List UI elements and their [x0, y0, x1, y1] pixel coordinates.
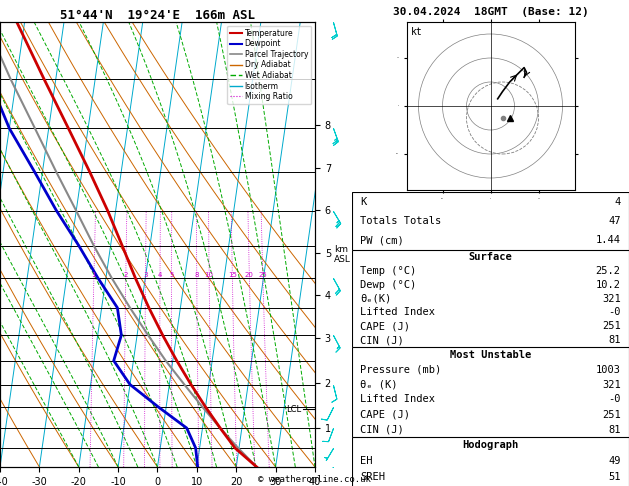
Text: PW (cm): PW (cm): [360, 235, 404, 245]
Text: Surface: Surface: [469, 252, 513, 262]
Text: kt: kt: [411, 27, 423, 37]
Text: EH: EH: [360, 456, 373, 466]
Y-axis label: km
ASL: km ASL: [334, 244, 350, 264]
Text: Temp (°C): Temp (°C): [360, 266, 416, 276]
Text: 51: 51: [608, 472, 621, 482]
Text: 81: 81: [608, 335, 621, 345]
Text: Hodograph: Hodograph: [462, 440, 519, 450]
Text: 1.44: 1.44: [596, 235, 621, 245]
Text: 25: 25: [259, 272, 267, 278]
Text: 4: 4: [615, 197, 621, 207]
Text: 321: 321: [602, 294, 621, 303]
Text: CIN (J): CIN (J): [360, 335, 404, 345]
Text: 2: 2: [123, 272, 128, 278]
Text: θₑ (K): θₑ (K): [360, 380, 398, 389]
Text: 49: 49: [608, 456, 621, 466]
Text: © weatheronline.co.uk: © weatheronline.co.uk: [258, 474, 371, 484]
Text: 321: 321: [602, 380, 621, 389]
Text: CIN (J): CIN (J): [360, 424, 404, 434]
Text: -0: -0: [608, 395, 621, 404]
Text: 1: 1: [92, 272, 96, 278]
Text: 47: 47: [608, 216, 621, 226]
Text: 5: 5: [169, 272, 174, 278]
Text: 4: 4: [158, 272, 162, 278]
Text: CAPE (J): CAPE (J): [360, 321, 410, 331]
Text: Dewp (°C): Dewp (°C): [360, 279, 416, 290]
Text: 30.04.2024  18GMT  (Base: 12): 30.04.2024 18GMT (Base: 12): [392, 7, 588, 17]
Text: θₑ(K): θₑ(K): [360, 294, 392, 303]
Text: 81: 81: [608, 424, 621, 434]
Text: Lifted Index: Lifted Index: [360, 307, 435, 317]
Text: CAPE (J): CAPE (J): [360, 410, 410, 419]
Text: 20: 20: [245, 272, 254, 278]
Title: 51°44'N  19°24'E  166m ASL: 51°44'N 19°24'E 166m ASL: [60, 9, 255, 22]
Text: LCL: LCL: [286, 405, 301, 414]
Text: 15: 15: [228, 272, 237, 278]
Text: Pressure (mb): Pressure (mb): [360, 364, 442, 375]
Text: 10.2: 10.2: [596, 279, 621, 290]
Text: 3: 3: [143, 272, 148, 278]
Text: Most Unstable: Most Unstable: [450, 349, 531, 360]
Text: 25.2: 25.2: [596, 266, 621, 276]
Text: Lifted Index: Lifted Index: [360, 395, 435, 404]
Text: -0: -0: [608, 307, 621, 317]
Text: 251: 251: [602, 410, 621, 419]
Text: K: K: [360, 197, 367, 207]
Text: 8: 8: [194, 272, 199, 278]
Text: 10: 10: [204, 272, 214, 278]
Text: Totals Totals: Totals Totals: [360, 216, 442, 226]
Legend: Temperature, Dewpoint, Parcel Trajectory, Dry Adiabat, Wet Adiabat, Isotherm, Mi: Temperature, Dewpoint, Parcel Trajectory…: [227, 26, 311, 104]
Text: 251: 251: [602, 321, 621, 331]
Text: 1003: 1003: [596, 364, 621, 375]
Text: SREH: SREH: [360, 472, 386, 482]
